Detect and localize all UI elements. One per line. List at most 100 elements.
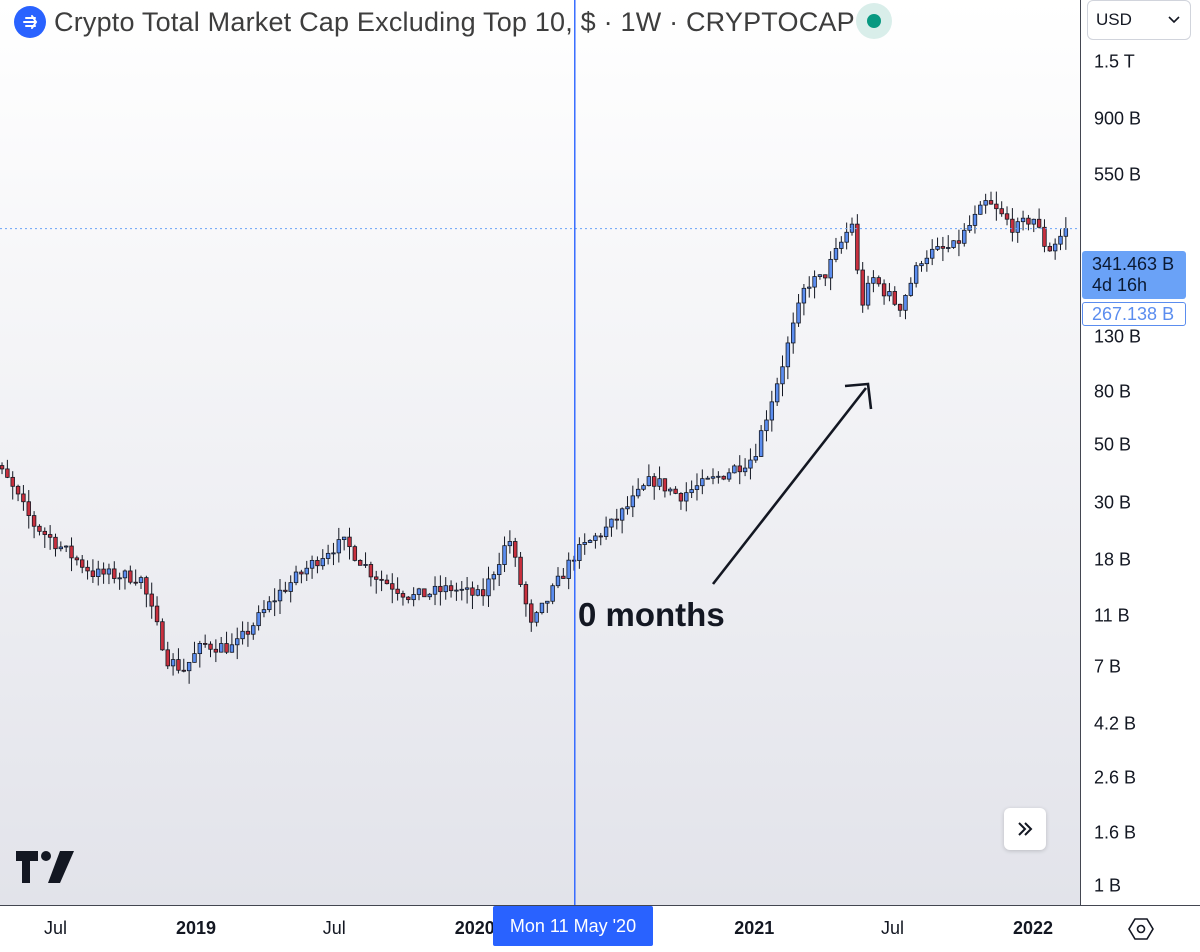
- candle-body: [940, 246, 946, 249]
- tradingview-logo-icon[interactable]: [16, 851, 76, 890]
- candle-body: [924, 257, 930, 265]
- candle-body: [774, 383, 780, 403]
- candle-body: [432, 585, 438, 595]
- hexagon-settings-icon[interactable]: [1126, 914, 1156, 944]
- candlestick-chart[interactable]: [0, 0, 1080, 905]
- candle-body: [459, 588, 464, 591]
- price-axis[interactable]: [1080, 0, 1200, 905]
- candle-body: [908, 282, 914, 296]
- candle-body: [855, 223, 860, 271]
- candle-body: [635, 488, 641, 497]
- candle-body: [475, 589, 481, 596]
- candle-body: [374, 576, 379, 580]
- candle-body: [603, 526, 609, 537]
- candle-body: [26, 501, 31, 516]
- candle-body: [219, 643, 224, 653]
- candle-body: [598, 535, 603, 538]
- candle-body: [10, 476, 15, 487]
- chart-header: Crypto Total Market Cap Excluding Top 10…: [14, 4, 855, 40]
- candle-body: [395, 588, 400, 594]
- candle-body: [673, 488, 678, 494]
- candle-body: [710, 476, 716, 479]
- chart-title[interactable]: Crypto Total Market Cap Excluding Top 10…: [54, 6, 855, 37]
- candle-body: [587, 540, 593, 543]
- candle-body: [507, 541, 513, 547]
- candle-body: [550, 585, 555, 602]
- annotation-arrow-shaft: [711, 387, 868, 585]
- price-tick-label: 80 B: [1094, 381, 1132, 402]
- candle-body: [0, 465, 5, 470]
- candle-body: [529, 603, 534, 623]
- candle-body: [518, 556, 523, 585]
- candle-body: [390, 583, 395, 590]
- double-chevron-right-icon: [1018, 822, 1033, 836]
- candle-body: [721, 475, 726, 480]
- candle-body: [807, 286, 812, 289]
- market-status-indicator[interactable]: [856, 3, 892, 39]
- candle-body: [5, 468, 10, 478]
- candle-body: [357, 559, 363, 566]
- candle-body: [502, 545, 507, 565]
- candle-body: [785, 342, 791, 368]
- candle-body: [320, 558, 325, 567]
- candle-body: [726, 472, 732, 480]
- candle-body: [496, 564, 502, 576]
- time-tick-label: 2022: [1012, 918, 1054, 938]
- candle-body: [764, 419, 769, 432]
- currency-dropdown[interactable]: USD: [1087, 0, 1191, 40]
- candle-body: [561, 575, 566, 579]
- candle-body: [742, 467, 748, 473]
- candle-body: [406, 596, 411, 601]
- annotation-arrow-head: [844, 382, 873, 410]
- candle-body: [801, 287, 807, 304]
- candle-body: [245, 630, 251, 635]
- candle-body: [978, 204, 983, 215]
- candle-body: [74, 557, 80, 561]
- candle-body: [988, 200, 994, 205]
- candle-body: [272, 600, 277, 603]
- candle-body: [122, 570, 128, 579]
- candle-body: [652, 476, 657, 487]
- candle-body: [304, 567, 309, 575]
- candle-body: [625, 506, 630, 510]
- candle-body: [213, 648, 219, 653]
- candle-body: [539, 602, 545, 614]
- candle-body: [555, 575, 561, 587]
- candle-body: [753, 456, 758, 461]
- price-tick-label: 550 B: [1094, 164, 1142, 185]
- candle-body: [235, 638, 240, 646]
- candle-body: [15, 485, 21, 495]
- candle-body: [1026, 217, 1031, 225]
- candle-body: [37, 525, 42, 532]
- candle-body: [758, 430, 764, 457]
- candle-body: [325, 552, 331, 559]
- candle-body: [112, 568, 117, 579]
- price-tick-label: 2.6 B: [1094, 767, 1137, 788]
- price-tick-label: 18 B: [1094, 549, 1132, 570]
- candle-body: [876, 277, 881, 285]
- candle-body: [716, 475, 721, 478]
- candle-body: [812, 276, 817, 288]
- scroll-to-realtime-button[interactable]: [1004, 808, 1046, 850]
- candle-body: [946, 247, 951, 249]
- candle-body: [791, 322, 796, 344]
- candle-body: [577, 544, 582, 561]
- candle-body: [700, 478, 705, 487]
- candle-body: [309, 559, 315, 569]
- candle-body: [261, 609, 267, 614]
- chart-pane[interactable]: [0, 0, 1080, 905]
- candle-body: [101, 568, 106, 575]
- candle-body: [972, 213, 978, 226]
- candle-body: [1004, 213, 1010, 220]
- annotation-label[interactable]: 0 months: [578, 596, 725, 633]
- time-tick-label: 2021: [734, 918, 775, 938]
- candle-body: [480, 589, 486, 597]
- candle-body: [897, 303, 903, 311]
- candle-body: [619, 508, 625, 521]
- candle-body: [363, 564, 368, 566]
- candle-body: [85, 566, 90, 572]
- candle-body: [21, 493, 26, 503]
- candle-body: [1052, 243, 1058, 252]
- candle-body: [983, 200, 988, 206]
- candle-body: [967, 225, 972, 231]
